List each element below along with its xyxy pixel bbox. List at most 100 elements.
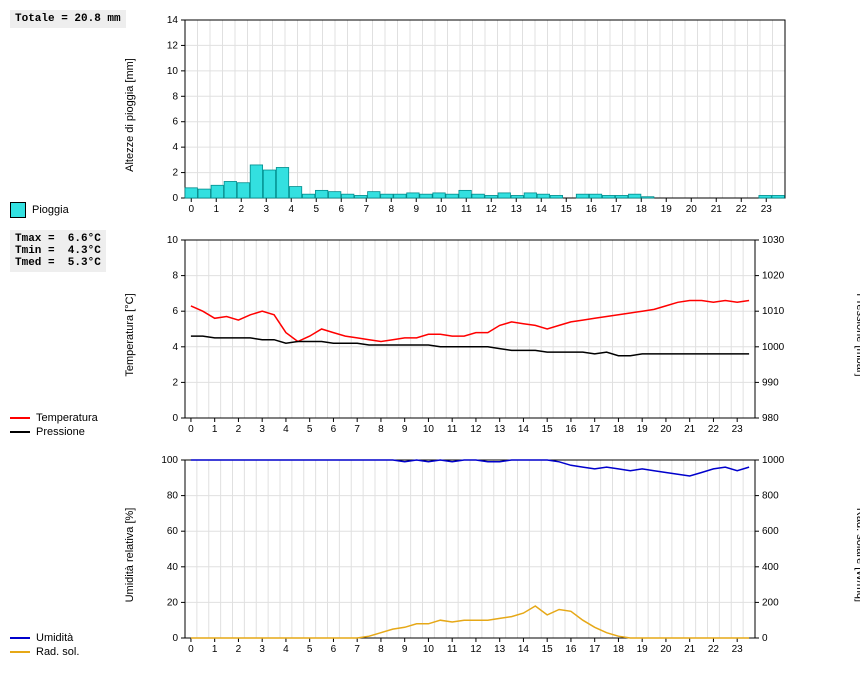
svg-text:800: 800 xyxy=(762,491,779,502)
legend-item: Umidità xyxy=(10,632,130,644)
svg-text:0: 0 xyxy=(172,193,178,204)
svg-text:4: 4 xyxy=(288,204,294,215)
svg-text:6: 6 xyxy=(172,306,178,317)
legend-item: Pressione xyxy=(10,426,130,438)
y-axis-label-left: Temperatura [°C] xyxy=(124,293,136,376)
svg-text:6: 6 xyxy=(331,644,337,655)
svg-text:1000: 1000 xyxy=(762,455,785,466)
legend-swatch xyxy=(10,202,26,218)
svg-text:400: 400 xyxy=(762,562,779,573)
svg-text:11: 11 xyxy=(461,204,472,215)
svg-text:17: 17 xyxy=(611,204,623,215)
svg-text:20: 20 xyxy=(660,424,672,435)
svg-text:5: 5 xyxy=(307,644,313,655)
svg-text:15: 15 xyxy=(561,204,573,215)
svg-text:8: 8 xyxy=(172,91,178,102)
legend-label: Temperatura xyxy=(36,412,98,424)
svg-text:0: 0 xyxy=(172,633,178,644)
svg-text:13: 13 xyxy=(511,204,523,215)
svg-text:1: 1 xyxy=(213,204,219,215)
svg-text:9: 9 xyxy=(402,424,408,435)
svg-text:1: 1 xyxy=(212,644,218,655)
svg-text:10: 10 xyxy=(423,424,435,435)
y-axis-label-right: Rad. solare [W/mq] xyxy=(854,508,860,602)
svg-text:12: 12 xyxy=(167,40,179,51)
chart-plot: Altezze di pioggia [mm]02468101214012345… xyxy=(140,10,850,220)
svg-text:600: 600 xyxy=(762,526,779,537)
svg-text:23: 23 xyxy=(732,644,744,655)
chart-panel: Tmax = 6.6°C Tmin = 4.3°C Tmed = 5.3°C Te… xyxy=(10,230,850,440)
svg-text:3: 3 xyxy=(259,644,265,655)
legend-column: Tmax = 6.6°C Tmin = 4.3°C Tmed = 5.3°C Te… xyxy=(10,230,140,440)
svg-text:0: 0 xyxy=(188,204,194,215)
legend-label: Pressione xyxy=(36,426,85,438)
svg-text:18: 18 xyxy=(636,204,648,215)
svg-text:990: 990 xyxy=(762,377,779,388)
svg-text:9: 9 xyxy=(413,204,419,215)
svg-text:40: 40 xyxy=(167,562,179,573)
svg-text:10: 10 xyxy=(167,235,179,246)
svg-text:14: 14 xyxy=(167,15,179,26)
svg-text:21: 21 xyxy=(684,644,696,655)
svg-text:22: 22 xyxy=(708,644,720,655)
svg-text:8: 8 xyxy=(378,644,384,655)
svg-text:20: 20 xyxy=(686,204,698,215)
svg-text:7: 7 xyxy=(354,424,360,435)
stat-box: Tmax = 6.6°C Tmin = 4.3°C Tmed = 5.3°C xyxy=(10,230,106,272)
svg-text:15: 15 xyxy=(542,644,554,655)
svg-text:21: 21 xyxy=(684,424,696,435)
legend-swatch xyxy=(10,637,30,639)
svg-text:10: 10 xyxy=(436,204,448,215)
svg-text:5: 5 xyxy=(313,204,319,215)
chart-panel: UmiditàRad. sol.Umidità relativa [%]Rad.… xyxy=(10,450,850,660)
svg-text:7: 7 xyxy=(363,204,369,215)
svg-text:5: 5 xyxy=(307,424,313,435)
svg-text:0: 0 xyxy=(188,424,194,435)
svg-text:2: 2 xyxy=(236,644,242,655)
svg-text:12: 12 xyxy=(470,644,482,655)
stat-box: Totale = 20.8 mm xyxy=(10,10,126,28)
svg-text:10: 10 xyxy=(423,644,435,655)
svg-text:4: 4 xyxy=(172,142,178,153)
legend-item: Rad. sol. xyxy=(10,646,130,658)
svg-text:2: 2 xyxy=(172,168,178,179)
svg-text:1010: 1010 xyxy=(762,306,785,317)
svg-text:1: 1 xyxy=(212,424,218,435)
svg-text:10: 10 xyxy=(167,66,179,77)
chart-plot: Umidità relativa [%]Rad. solare [W/mq]02… xyxy=(140,450,850,660)
svg-text:1030: 1030 xyxy=(762,235,785,246)
svg-text:80: 80 xyxy=(167,491,179,502)
svg-text:4: 4 xyxy=(172,342,178,353)
legend-swatch xyxy=(10,651,30,653)
svg-text:4: 4 xyxy=(283,424,289,435)
svg-text:23: 23 xyxy=(761,204,773,215)
svg-text:0: 0 xyxy=(172,413,178,424)
legend-swatch xyxy=(10,417,30,419)
legend-swatch xyxy=(10,431,30,433)
svg-text:6: 6 xyxy=(331,424,337,435)
svg-text:2: 2 xyxy=(236,424,242,435)
legend-column: Umidità Rad. sol. xyxy=(10,450,140,660)
svg-text:2: 2 xyxy=(172,377,178,388)
svg-text:19: 19 xyxy=(637,644,649,655)
svg-text:12: 12 xyxy=(486,204,498,215)
svg-text:9: 9 xyxy=(402,644,408,655)
legend-item: Pioggia xyxy=(10,202,130,218)
y-axis-label-right: Pressione [mbar] xyxy=(854,293,860,376)
svg-text:14: 14 xyxy=(518,424,530,435)
svg-text:3: 3 xyxy=(259,424,265,435)
chart-plot: Temperatura [°C]Pressione [mbar]02468109… xyxy=(140,230,850,440)
chart-panel: Totale = 20.8 mm Pioggia Altezze di pioggi… xyxy=(10,10,850,220)
svg-text:8: 8 xyxy=(172,271,178,282)
legend-item: Temperatura xyxy=(10,412,130,424)
svg-text:6: 6 xyxy=(172,117,178,128)
svg-text:14: 14 xyxy=(536,204,548,215)
svg-text:200: 200 xyxy=(762,597,779,608)
legend-column: Totale = 20.8 mm Pioggia xyxy=(10,10,140,220)
svg-text:19: 19 xyxy=(637,424,649,435)
y-axis-label-left: Altezze di pioggia [mm] xyxy=(124,58,136,172)
svg-text:20: 20 xyxy=(660,644,672,655)
svg-text:17: 17 xyxy=(589,644,601,655)
legend-label: Rad. sol. xyxy=(36,646,79,658)
svg-text:3: 3 xyxy=(263,204,269,215)
